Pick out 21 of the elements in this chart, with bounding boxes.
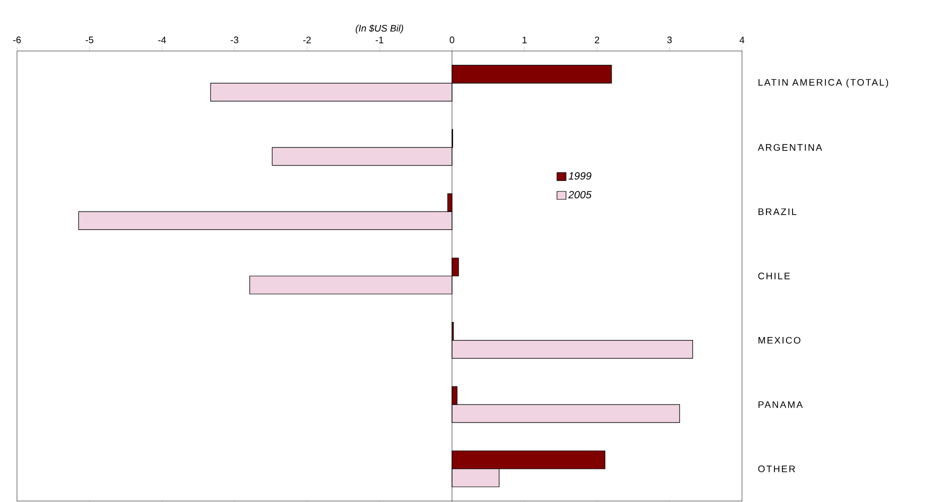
y-tick-label: BRAZIL (758, 208, 796, 215)
x-tick-label: -6 (13, 36, 21, 44)
x-tick-label: -4 (158, 36, 166, 44)
legend-label: 1999 (568, 172, 592, 180)
y-tick-label: CHILE (758, 272, 790, 280)
legend-label: 2005 (568, 190, 592, 198)
y-tick-label: OTHER (758, 466, 796, 472)
y-tick-label: LATIN AMERICA (TOTAL) (758, 78, 888, 88)
y-tick-label: ARGENTINA (758, 144, 822, 151)
x-tick-label: 4 (740, 36, 744, 44)
x-tick-label: -5 (86, 36, 94, 44)
x-tick-label: 2 (594, 36, 600, 44)
x-tick-label: -3 (230, 36, 238, 44)
x-tick-label: 1 (522, 36, 527, 44)
x-tick-label: -1 (376, 36, 384, 44)
x-axis-title: (In $US Bil) (356, 24, 404, 34)
x-tick-label: -2 (303, 36, 311, 44)
y-tick-label: MEXICO (758, 336, 800, 344)
y-tick-label: PANAMA (758, 401, 803, 408)
x-tick-label: 3 (667, 36, 672, 44)
x-tick-label: 0 (450, 36, 454, 44)
